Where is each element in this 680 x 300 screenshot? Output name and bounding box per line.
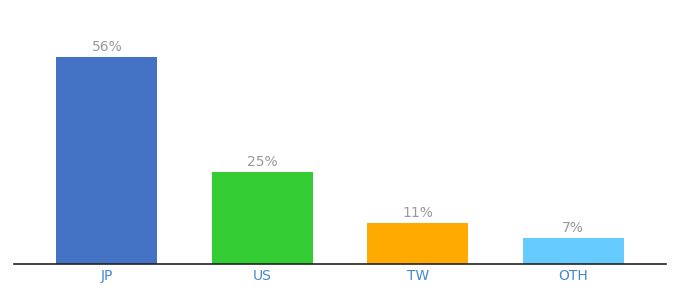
- Bar: [367, 224, 469, 264]
- Text: 11%: 11%: [403, 206, 433, 220]
- Bar: [523, 238, 624, 264]
- Text: 7%: 7%: [562, 221, 584, 235]
- Bar: [56, 57, 157, 264]
- Text: 25%: 25%: [247, 155, 277, 169]
- Text: 56%: 56%: [92, 40, 122, 54]
- Bar: [211, 172, 313, 264]
